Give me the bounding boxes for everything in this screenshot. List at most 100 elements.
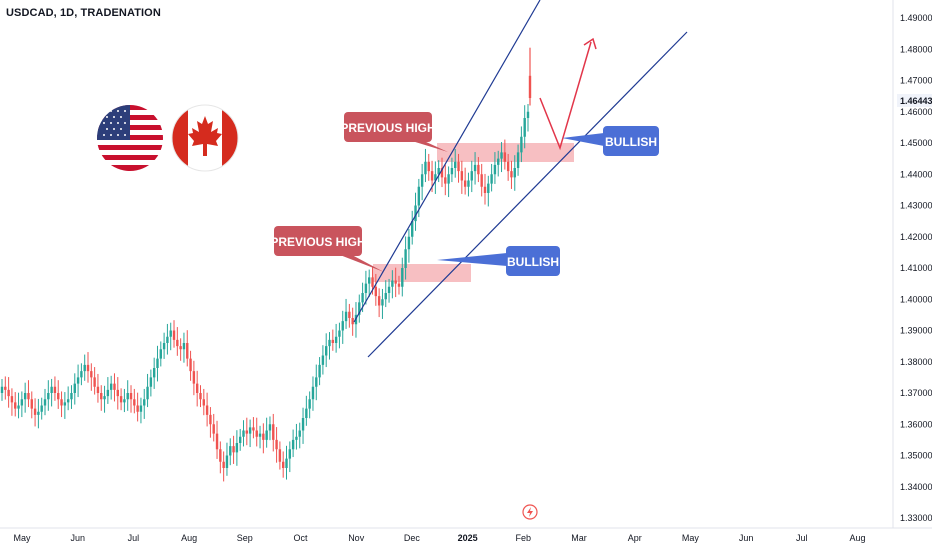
candle-body — [80, 371, 83, 378]
previous-high-label-2: PREVIOUS HIGH — [340, 121, 435, 135]
time-tick-label: Aug — [181, 533, 197, 543]
candle-body — [139, 405, 143, 412]
candle-body — [526, 111, 530, 118]
candle-body — [460, 171, 464, 181]
candle-body — [341, 321, 344, 331]
candle-body — [73, 383, 76, 393]
candle-body — [275, 439, 278, 450]
candle-body — [414, 205, 417, 222]
candle-body — [477, 164, 480, 175]
candle-body — [394, 280, 397, 284]
bullish-callout-2[interactable]: BULLISH — [562, 126, 659, 156]
projection-arrow — [539, 41, 592, 151]
candle-body — [70, 393, 73, 400]
candle-body — [371, 277, 374, 287]
price-axis[interactable]: 1.49000 1.48000 1.47000 1.46000 1.45000 1.440… — [900, 13, 932, 523]
candle-body — [162, 343, 166, 350]
candle-body — [490, 174, 493, 184]
previous-high-callout-1[interactable]: PREVIOUS HIGH — [270, 226, 384, 272]
candle-body — [229, 446, 232, 456]
bullish-callout-1[interactable]: BULLISH — [437, 246, 560, 276]
candle-body — [434, 174, 437, 181]
candle-body — [351, 318, 354, 325]
candle-body — [222, 461, 225, 468]
candle-body — [381, 299, 384, 306]
time-axis[interactable]: May Jun Jul Aug Sep Oct Nov Dec 2025 Feb Mar Apr May… — [13, 533, 865, 543]
candle-body — [493, 164, 497, 175]
candle-body — [100, 393, 103, 400]
candle-body — [103, 396, 106, 400]
candle-body — [40, 405, 43, 412]
candle-body — [152, 368, 156, 378]
time-tick-label: Aug — [849, 533, 865, 543]
flash-icon[interactable] — [522, 504, 538, 520]
candle-body — [440, 168, 444, 178]
candle-body — [146, 386, 149, 400]
candle-body — [457, 161, 460, 172]
previous-high-label-1: PREVIOUS HIGH — [270, 235, 365, 249]
svg-text:1.46443: 1.46443 — [900, 96, 932, 106]
price-tick-label: 1.49000 — [900, 13, 932, 23]
last-candle-body — [528, 75, 532, 98]
candle-body — [109, 383, 113, 390]
candle-body — [295, 436, 298, 440]
last-price-tag: 1.46443 — [897, 94, 932, 107]
price-tick-label: 1.47000 — [900, 76, 932, 86]
candle-body — [424, 161, 427, 175]
candle-body — [199, 393, 202, 400]
candle-body — [192, 371, 196, 384]
time-tick-label: Oct — [293, 533, 308, 543]
candle-body — [179, 346, 182, 350]
channel-upper-line[interactable] — [353, 0, 541, 323]
candle-body — [37, 411, 40, 415]
candle-body — [285, 458, 288, 468]
candle-body — [133, 399, 136, 406]
candle-body — [126, 393, 129, 400]
candle-body — [278, 449, 282, 462]
price-tick-label: 1.33000 — [900, 513, 932, 523]
candle-body — [169, 330, 172, 337]
candle-body — [63, 402, 67, 406]
candle-body — [480, 174, 483, 187]
candle-body — [172, 330, 176, 340]
candle-body — [387, 286, 391, 293]
candle-body — [444, 177, 447, 184]
candle-body — [86, 364, 90, 372]
candle-body — [487, 183, 490, 193]
candle-body — [483, 186, 487, 193]
candle-body — [391, 280, 394, 287]
candle-body — [123, 399, 126, 403]
candle-body — [281, 461, 285, 468]
time-tick-label: Dec — [404, 533, 421, 543]
candle-body — [0, 386, 4, 393]
candle-body — [420, 174, 424, 187]
candle-body — [57, 393, 60, 400]
channel-lower-line[interactable] — [367, 31, 688, 358]
bullish-label-1: BULLISH — [507, 255, 559, 269]
candle-body — [510, 171, 513, 178]
candle-body — [43, 399, 47, 406]
price-tick-label: 1.39000 — [900, 326, 932, 336]
candle-body — [129, 393, 133, 400]
candle-body — [331, 339, 335, 343]
price-tick-label: 1.45000 — [900, 138, 932, 148]
previous-high-callout-2[interactable]: PREVIOUS HIGH — [340, 112, 448, 152]
candle-body — [437, 168, 440, 175]
candle-body — [113, 383, 116, 390]
candle-body — [255, 430, 258, 437]
candle-body — [186, 343, 189, 359]
price-tick-label: 1.43000 — [900, 201, 932, 211]
time-tick-label: Feb — [516, 533, 532, 543]
price-tick-label: 1.34000 — [900, 482, 932, 492]
candle-body — [258, 433, 262, 437]
candle-body — [520, 136, 523, 153]
time-tick-label: Sep — [237, 533, 253, 543]
candle-body — [377, 296, 381, 306]
candle-body — [268, 424, 272, 431]
candle-body — [500, 152, 503, 159]
candle-body — [47, 393, 50, 400]
candle-body — [4, 386, 7, 390]
candle-body — [454, 161, 457, 168]
candle-body — [10, 396, 14, 403]
